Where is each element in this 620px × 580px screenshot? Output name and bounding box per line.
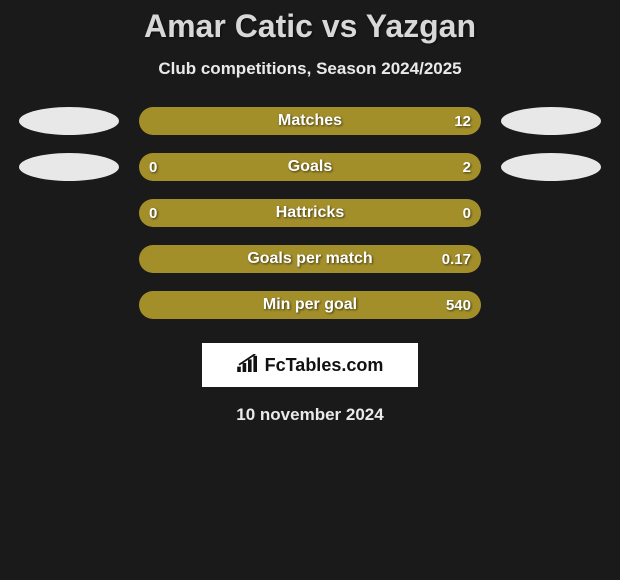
stat-row: Matches12 <box>0 107 620 135</box>
stats-rows: Matches12 Goals02 Hattricks00 Goals per mat… <box>0 107 620 319</box>
stat-bar: Goals per match0.17 <box>139 245 481 273</box>
chart-icon <box>237 354 259 377</box>
stat-bar: Goals02 <box>139 153 481 181</box>
player2-marker <box>501 153 601 181</box>
bar-fill-right <box>310 245 481 273</box>
stat-bar: Hattricks00 <box>139 199 481 227</box>
bar-fill-right <box>310 199 481 227</box>
date-label: 10 november 2024 <box>236 405 383 425</box>
bar-fill-left <box>139 199 310 227</box>
stat-row: Goals per match0.17 <box>0 245 620 273</box>
stat-row: Hattricks00 <box>0 199 620 227</box>
stat-row: Min per goal540 <box>0 291 620 319</box>
bar-fill-left <box>139 107 310 135</box>
brand-name: FcTables.com <box>265 355 384 376</box>
stat-row: Goals02 <box>0 153 620 181</box>
player1-marker <box>19 107 119 135</box>
bar-fill-right <box>201 153 481 181</box>
stat-bar: Matches12 <box>139 107 481 135</box>
comparison-infographic: Amar Catic vs Yazgan Club competitions, … <box>0 0 620 425</box>
bar-fill-left <box>139 245 310 273</box>
brand-logo[interactable]: FcTables.com <box>202 343 418 387</box>
bar-fill-left <box>139 153 201 181</box>
subtitle: Club competitions, Season 2024/2025 <box>158 59 461 79</box>
page-title: Amar Catic vs Yazgan <box>144 8 476 45</box>
bar-fill-right <box>310 107 481 135</box>
stat-bar: Min per goal540 <box>139 291 481 319</box>
player1-marker <box>19 153 119 181</box>
bar-fill-left <box>139 291 310 319</box>
bar-fill-right <box>310 291 481 319</box>
player2-marker <box>501 107 601 135</box>
